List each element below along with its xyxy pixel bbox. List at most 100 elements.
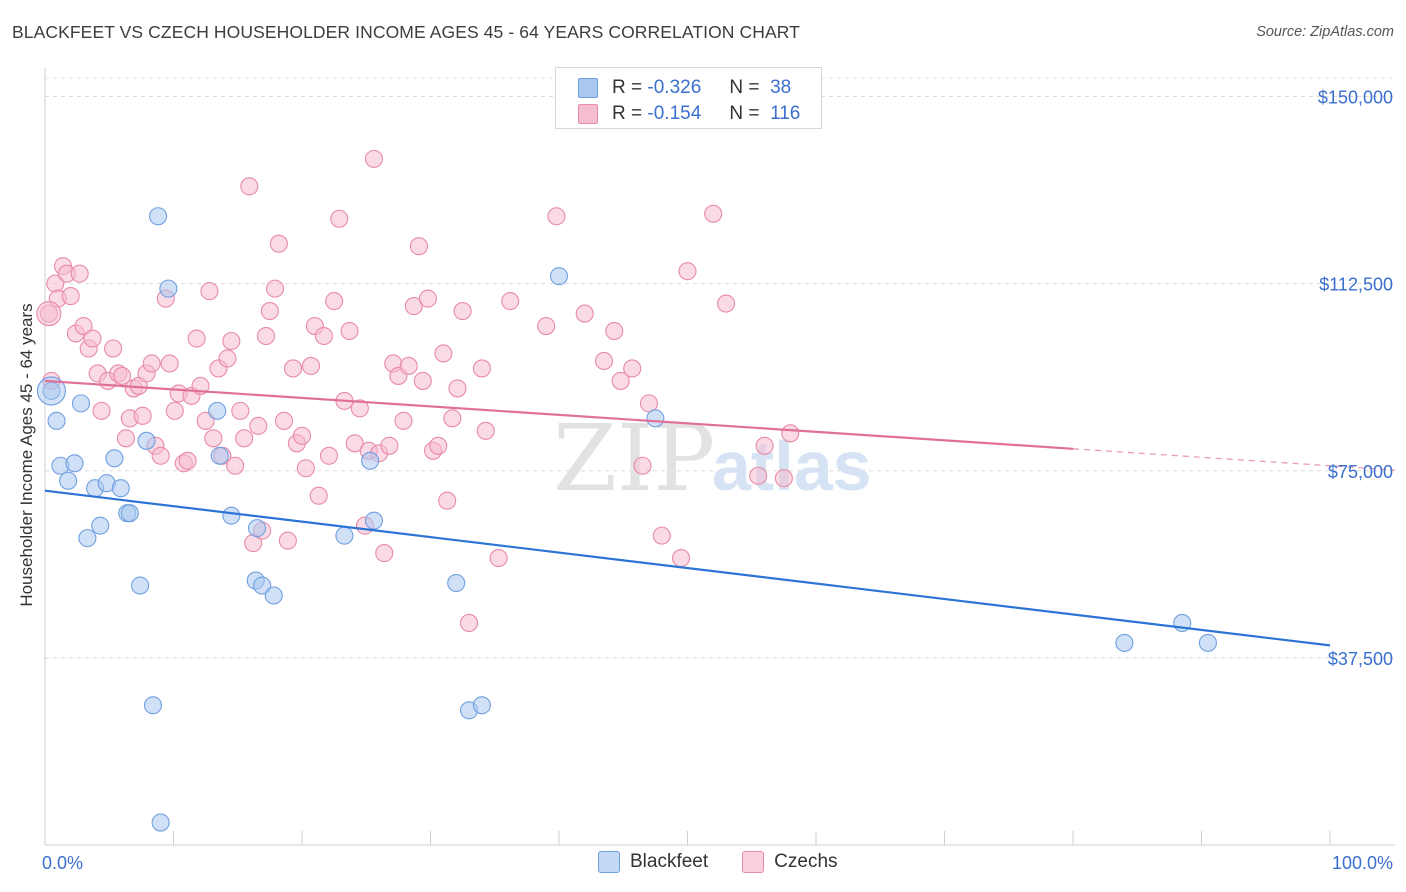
data-point-czechs — [652, 526, 671, 545]
data-point-czechs — [70, 264, 89, 283]
data-point-czechs — [429, 436, 448, 455]
data-point-blackfeet — [131, 576, 150, 595]
data-point-czechs — [83, 329, 102, 348]
data-point-czechs — [178, 451, 197, 470]
y-tick-label: $75,000 — [1328, 462, 1393, 482]
data-point-blackfeet — [549, 267, 569, 286]
x-tick-label-max: 100.0% — [1332, 853, 1393, 873]
data-point-czechs — [104, 339, 123, 358]
data-point-blackfeet — [159, 279, 178, 298]
data-point-czechs — [704, 204, 723, 223]
data-point-czechs — [265, 279, 285, 298]
data-point-czechs — [204, 429, 223, 448]
y-tick-label: $112,500 — [1319, 275, 1393, 295]
data-point-czechs — [413, 371, 432, 390]
data-point-czechs — [678, 262, 697, 281]
data-point-czechs — [409, 237, 428, 256]
legend-swatch-czechs — [742, 851, 765, 873]
data-point-czechs-large — [36, 301, 62, 327]
axes — [44, 68, 1395, 846]
data-point-blackfeet — [361, 451, 380, 470]
legend-swatch-blackfeet — [578, 78, 598, 98]
legend-swatch-czechs — [578, 104, 598, 124]
watermark: ZIP atlas — [553, 405, 872, 512]
data-point-czechs — [418, 289, 437, 308]
data-point-czechs — [755, 436, 774, 455]
data-point-blackfeet — [222, 506, 241, 525]
legend-item-blackfeet[interactable]: Blackfeet — [598, 851, 708, 873]
data-point-czechs — [196, 411, 215, 430]
data-point-czechs — [404, 297, 423, 316]
tick-labels: $37,500 $75,000 $112,500 $150,000 0.0% 100.0% — [42, 88, 1393, 874]
data-point-czechs — [611, 371, 630, 390]
data-point-czechs — [74, 316, 93, 336]
data-point-blackfeet — [335, 526, 354, 545]
data-point-czechs — [269, 234, 288, 253]
data-point-blackfeet — [264, 586, 283, 605]
x-tick-label-min: 0.0% — [42, 853, 83, 873]
data-point-czechs — [309, 486, 328, 505]
legend-r-label: R = — [612, 103, 643, 124]
data-point-czechs — [399, 356, 418, 376]
data-point-czechs — [142, 354, 161, 373]
data-point-czechs — [716, 294, 736, 313]
data-point-blackfeet — [65, 454, 84, 473]
legend-n-label: N = — [729, 77, 760, 98]
data-point-blackfeet — [210, 446, 229, 465]
legend-r-value: -0.326 — [647, 77, 702, 98]
data-point-blackfeet — [71, 394, 91, 413]
data-point-czechs — [639, 394, 659, 413]
data-point-czechs — [501, 292, 520, 311]
data-point-czechs — [472, 359, 491, 378]
data-point-blackfeet — [47, 411, 66, 430]
data-point-czechs — [330, 209, 349, 228]
data-point-czechs — [256, 326, 276, 346]
data-point-czechs — [278, 531, 297, 550]
data-point-blackfeet — [149, 207, 168, 226]
data-point-czechs — [575, 304, 594, 323]
data-point-czechs — [781, 424, 800, 443]
data-point-czechs — [350, 399, 369, 418]
data-point-czechs — [325, 292, 344, 311]
data-point-czechs — [314, 326, 333, 346]
legend-swatch-blackfeet — [598, 851, 620, 873]
legend-item-czechs[interactable]: Czechs — [742, 851, 838, 873]
legend-n-label: N = — [729, 103, 760, 124]
data-point-czechs — [434, 344, 453, 363]
data-point-blackfeet — [253, 576, 272, 595]
data-point-czechs — [92, 401, 111, 420]
correlation-legend: R = -0.326 N = 38 R = -0.154 N = 116 — [555, 67, 822, 129]
data-point-blackfeet — [59, 471, 78, 490]
chart-title: BLACKFEET VS CZECH HOUSEHOLDER INCOME AG… — [12, 22, 800, 42]
data-point-czechs — [633, 456, 652, 475]
legend-row-blackfeet: R = -0.326 N = 38 — [578, 77, 791, 99]
data-point-blackfeet — [143, 696, 162, 715]
data-point-czechs — [394, 411, 413, 430]
data-point-czechs — [116, 429, 136, 448]
data-point-blackfeet — [105, 449, 124, 468]
data-point-czechs — [443, 409, 462, 428]
data-point-czechs — [380, 436, 399, 455]
data-point-czechs — [165, 401, 184, 420]
data-point-czechs — [605, 321, 624, 341]
data-point-czechs — [61, 287, 80, 306]
data-point-blackfeet — [111, 479, 130, 498]
data-point-blackfeet — [91, 516, 110, 535]
data-point-czechs — [345, 434, 364, 453]
data-point-czechs — [489, 549, 508, 568]
data-point-blackfeet — [78, 529, 97, 548]
legend-label-blackfeet: Blackfeet — [630, 851, 709, 872]
data-point-czechs — [218, 349, 237, 368]
data-point-czechs — [292, 426, 312, 445]
data-point-czechs — [200, 282, 219, 301]
data-point-czechs — [340, 321, 359, 341]
y-tick-label: $150,000 — [1318, 88, 1393, 108]
data-point-czechs — [594, 351, 614, 371]
data-point-blackfeet-large — [36, 376, 66, 406]
data-point-czechs — [231, 401, 250, 420]
trend-line-blackfeet — [44, 489, 1331, 647]
data-point-czechs — [319, 446, 339, 465]
data-point-czechs — [301, 356, 321, 376]
data-point-czechs — [438, 491, 457, 510]
